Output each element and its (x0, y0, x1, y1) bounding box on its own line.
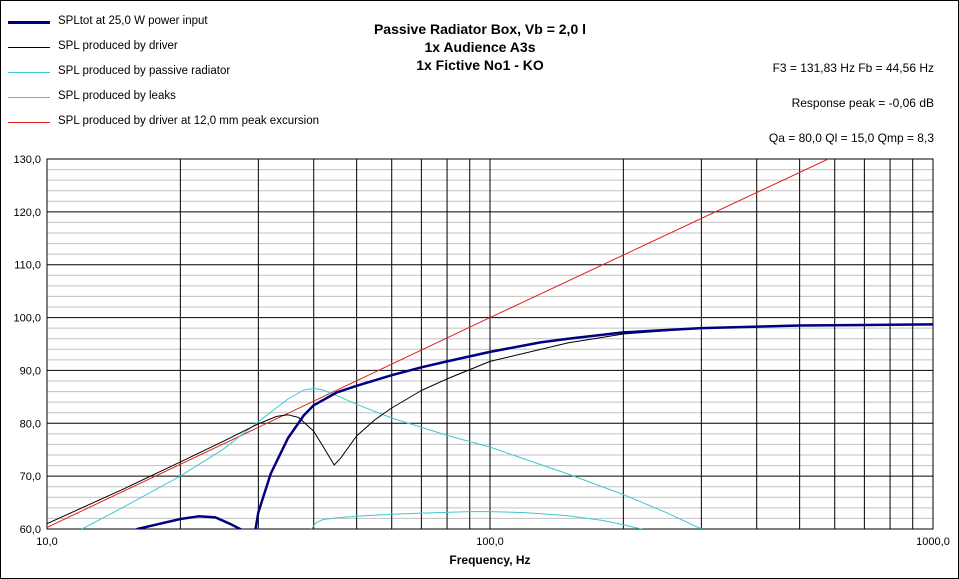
chart-title-line-1: Passive Radiator Box, Vb = 2,0 l (373, 21, 587, 37)
legend-swatch-4 (8, 122, 50, 123)
stat-q-values: Qa = 80,0 Ql = 15,0 Qmp = 8,3 (768, 131, 934, 145)
chart-title: Passive Radiator Box, Vb = 2,0 l 1x Audi… (310, 20, 650, 74)
series-line-0 (136, 323, 933, 529)
legend-swatch-0 (8, 21, 50, 24)
legend-swatch-2 (8, 72, 50, 73)
chart-title-line-3: 1x Fictive No1 - KO (416, 57, 544, 73)
y-tick-label: 100,0 (13, 313, 41, 325)
series-line-4 (47, 159, 829, 528)
series-line-1 (47, 323, 933, 525)
series-lines (47, 159, 933, 529)
y-tick-label: 120,0 (13, 207, 41, 219)
legend-label-2: SPL produced by passive radiator (58, 65, 231, 77)
legend-label-0: SPLtot at 25,0 W power input (58, 15, 208, 27)
y-tick-label: 80,0 (20, 418, 41, 430)
legend-swatch-1 (8, 47, 50, 48)
chart-title-line-2: 1x Audience A3s (424, 39, 536, 55)
legend-label-4: SPL produced by driver at 12,0 mm peak e… (58, 115, 320, 127)
y-tick-label: 90,0 (20, 365, 41, 377)
x-tick-label: 100,0 (476, 536, 504, 548)
y-tick-label: 70,0 (20, 471, 41, 483)
x-tick-label: 10,0 (36, 536, 57, 548)
legend-swatch-3 (8, 97, 50, 98)
series-line-3 (310, 511, 643, 529)
legend-label-3: SPL produced by leaks (58, 90, 176, 102)
y-tick-label: 130,0 (13, 154, 41, 166)
y-tick-label: 60,0 (20, 524, 41, 536)
stat-f3-fb: F3 = 131,83 Hz Fb = 44,56 Hz (772, 61, 934, 75)
stat-response-peak: Response peak = -0,06 dB (791, 96, 934, 110)
plot-border (46, 158, 934, 530)
x-axis-label: Frequency, Hz (449, 553, 531, 567)
y-tick-label: 110,0 (14, 260, 41, 272)
series-line-2 (81, 387, 702, 529)
grid (46, 158, 933, 530)
x-tick-label: 1000,0 (916, 536, 950, 548)
legend-label-1: SPL produced by driver (58, 40, 178, 52)
